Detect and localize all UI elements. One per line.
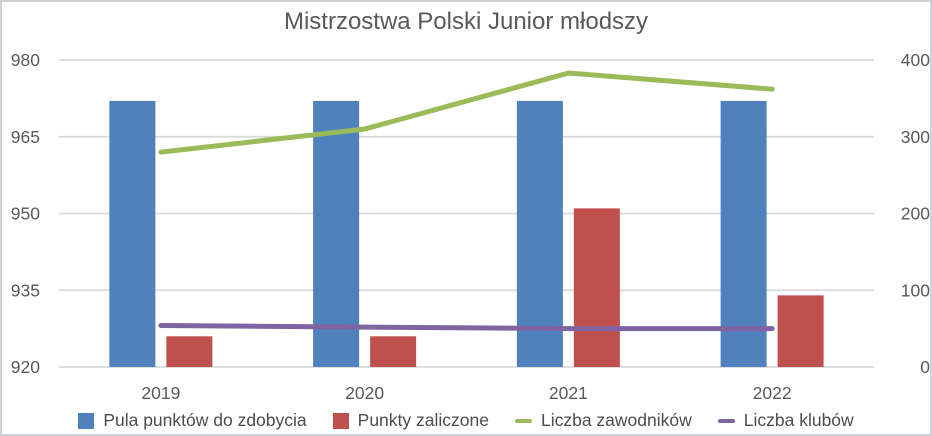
right-axis-tick-label: 400 xyxy=(901,50,930,70)
legend-marker-green-line-icon xyxy=(514,418,532,423)
legend-marker-red-bar-icon xyxy=(332,412,349,429)
x-axis-label-2020: 2020 xyxy=(345,383,384,403)
chart-title: Mistrzostwa Polski Junior młodszy xyxy=(283,8,649,35)
x-axis-label-2021: 2021 xyxy=(549,383,588,403)
line-liczba-klubow xyxy=(158,323,775,332)
left-axis-tick-label: 920 xyxy=(11,357,40,377)
bar-punkty-zaliczone-2020 xyxy=(370,336,417,367)
x-axis-label-2022: 2022 xyxy=(753,383,792,403)
legend-label: Liczba zawodników xyxy=(540,410,692,430)
legend-marker-purple-line-icon xyxy=(717,418,735,423)
bar-pula-punktow-2021 xyxy=(516,100,563,367)
line-liczba-zawodnikow xyxy=(158,70,775,155)
left-axis-tick-label: 950 xyxy=(11,204,40,224)
right-axis-tick-label: 300 xyxy=(901,127,930,147)
bar-punkty-zaliczone-2019 xyxy=(166,336,213,367)
left-axis-tick-label: 980 xyxy=(11,50,40,70)
legend-item-punkty-zaliczone: Punkty zaliczone xyxy=(332,410,489,431)
legend-label: Punkty zaliczone xyxy=(357,410,489,430)
legend-item-pula-punktow: Pula punktów do zdobycia xyxy=(78,410,307,431)
legend-item-liczba-klubow: Liczba klubów xyxy=(717,410,854,431)
bar-pula-punktow-2020 xyxy=(313,100,360,367)
legend: Pula punktów do zdobycia Punkty zaliczon… xyxy=(2,410,930,431)
right-axis-tick-label: 100 xyxy=(901,280,930,300)
legend-label: Pula punktów do zdobycia xyxy=(103,410,307,430)
bar-punkty-zaliczone-2022 xyxy=(777,295,824,367)
legend-item-liczba-zawodnikow: Liczba zawodników xyxy=(514,410,692,431)
bar-punkty-zaliczone-2021 xyxy=(573,208,620,367)
left-axis-tick-label: 935 xyxy=(11,280,40,300)
legend-marker-blue-bar-icon xyxy=(78,412,95,429)
legend-label: Liczba klubów xyxy=(743,410,854,430)
bar-pula-punktow-2022 xyxy=(720,100,767,367)
left-axis-tick-label: 965 xyxy=(11,127,40,147)
x-axis-label-2019: 2019 xyxy=(141,383,180,403)
bar-pula-punktow-2019 xyxy=(109,100,156,367)
right-axis-tick-label: 0 xyxy=(920,357,930,377)
right-axis-tick-label: 200 xyxy=(901,204,930,224)
